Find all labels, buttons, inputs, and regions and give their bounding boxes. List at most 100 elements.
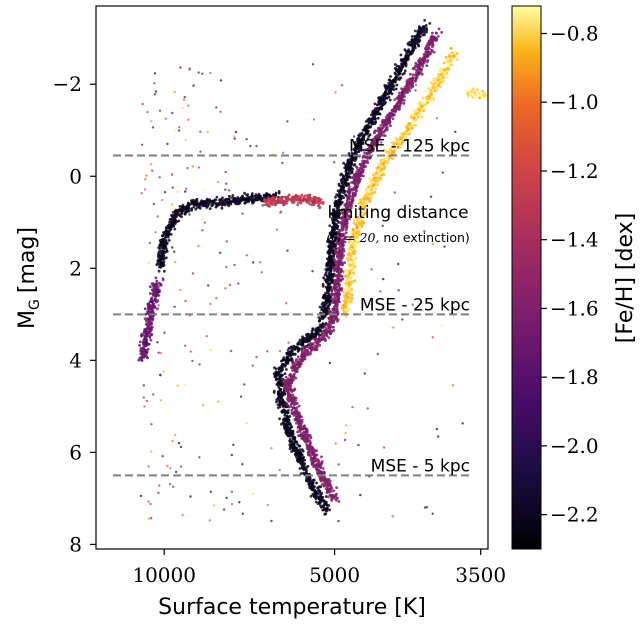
star-point bbox=[298, 338, 302, 342]
star-point bbox=[156, 259, 160, 263]
star-point bbox=[377, 108, 381, 112]
star-point bbox=[278, 378, 281, 382]
star-point bbox=[421, 96, 425, 100]
star-point bbox=[402, 102, 406, 105]
star-point bbox=[400, 98, 404, 102]
star-point bbox=[370, 184, 374, 188]
star-point bbox=[379, 163, 383, 167]
star-point bbox=[354, 188, 358, 192]
scatter-points bbox=[137, 19, 549, 523]
star-point bbox=[332, 217, 336, 220]
star-point bbox=[319, 328, 322, 331]
star-point bbox=[410, 126, 414, 130]
star-point bbox=[545, 105, 548, 108]
star-point bbox=[422, 103, 426, 106]
star-point bbox=[344, 274, 348, 278]
star-point bbox=[340, 178, 344, 182]
star-point bbox=[319, 325, 323, 329]
star-point bbox=[286, 422, 290, 426]
star-point bbox=[389, 88, 393, 91]
star-point bbox=[496, 97, 499, 100]
star-point bbox=[362, 133, 366, 137]
star-point bbox=[177, 219, 181, 223]
star-point bbox=[423, 33, 426, 37]
star-point bbox=[471, 96, 475, 99]
star-point bbox=[499, 100, 502, 103]
star-point bbox=[339, 173, 343, 177]
star-point bbox=[297, 404, 301, 408]
star-point bbox=[358, 134, 361, 138]
star-point bbox=[281, 358, 285, 362]
star-point bbox=[286, 411, 290, 415]
star-point bbox=[286, 403, 290, 407]
star-point bbox=[338, 259, 341, 262]
star-point bbox=[201, 204, 205, 208]
star-point bbox=[322, 294, 326, 298]
star-point bbox=[546, 106, 549, 109]
star-point bbox=[190, 207, 193, 211]
star-point bbox=[370, 113, 373, 117]
star-point bbox=[324, 291, 327, 295]
star-point bbox=[316, 469, 320, 473]
star-point bbox=[338, 292, 342, 296]
star-point bbox=[320, 308, 324, 311]
star-point bbox=[423, 19, 427, 22]
star-point bbox=[507, 96, 510, 99]
star-point bbox=[339, 270, 343, 273]
star-point bbox=[342, 191, 346, 195]
star-point bbox=[351, 196, 355, 200]
star-point bbox=[300, 348, 304, 352]
star-point bbox=[308, 443, 312, 447]
star-point bbox=[314, 463, 318, 467]
star-point bbox=[287, 419, 291, 422]
star-point bbox=[180, 205, 184, 209]
star-point bbox=[281, 384, 284, 388]
star-point bbox=[420, 72, 424, 76]
star-point bbox=[370, 122, 374, 126]
star-point bbox=[280, 410, 284, 413]
star-point bbox=[306, 464, 310, 468]
star-point bbox=[417, 108, 421, 112]
star-point bbox=[428, 51, 431, 55]
star-point bbox=[286, 360, 290, 363]
star-point bbox=[393, 110, 397, 114]
star-point bbox=[324, 285, 328, 289]
star-point bbox=[309, 494, 313, 498]
star-point bbox=[325, 278, 328, 281]
star-point bbox=[501, 94, 504, 97]
star-point bbox=[415, 69, 418, 72]
star-point bbox=[295, 414, 299, 417]
star-point bbox=[361, 142, 364, 145]
star-point bbox=[311, 450, 315, 454]
star-point bbox=[404, 55, 408, 58]
star-point bbox=[330, 242, 334, 246]
star-point bbox=[312, 465, 316, 469]
star-point bbox=[322, 337, 325, 341]
star-point bbox=[492, 92, 495, 95]
star-point bbox=[192, 198, 195, 202]
star-point bbox=[546, 103, 549, 106]
star-point bbox=[305, 433, 309, 437]
star-point bbox=[283, 413, 287, 417]
star-point bbox=[296, 342, 300, 346]
star-point bbox=[445, 75, 449, 79]
star-point bbox=[325, 280, 328, 284]
star-point bbox=[324, 301, 328, 304]
star-point bbox=[438, 69, 442, 73]
star-point bbox=[312, 488, 316, 492]
star-point bbox=[394, 66, 397, 70]
star-point bbox=[408, 89, 412, 92]
star-point bbox=[331, 208, 335, 212]
star-point bbox=[403, 131, 407, 135]
star-point bbox=[323, 323, 326, 327]
star-point bbox=[339, 249, 342, 253]
star-point bbox=[368, 156, 372, 160]
star-point bbox=[495, 96, 498, 99]
star-point bbox=[329, 261, 333, 264]
star-point bbox=[353, 252, 356, 255]
star-point bbox=[506, 100, 509, 103]
star-point bbox=[165, 226, 168, 229]
star-point bbox=[162, 231, 165, 234]
star-point bbox=[389, 75, 392, 78]
star-point bbox=[546, 105, 549, 108]
